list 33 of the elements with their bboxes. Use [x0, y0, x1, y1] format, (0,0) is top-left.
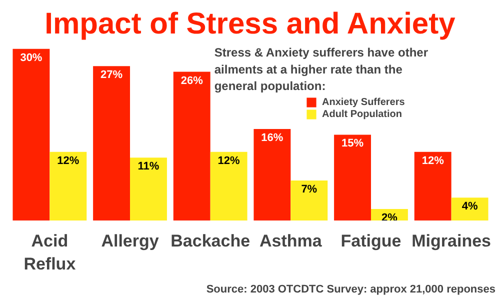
data-label: 16% — [261, 132, 284, 144]
data-label: 30% — [20, 52, 42, 64]
bar — [173, 72, 210, 220]
data-label: 27% — [100, 69, 123, 82]
data-label: 26% — [180, 74, 204, 87]
bar — [290, 180, 328, 220]
data-label: 15% — [342, 138, 364, 150]
data-label: 12% — [422, 154, 444, 167]
x-tick-label: Backache — [170, 232, 250, 250]
data-label: 4% — [462, 200, 478, 213]
legend-label: Adult Population — [322, 108, 402, 120]
x-tick-label: Fatigue — [340, 232, 402, 250]
bar — [12, 48, 50, 220]
text: Stress & Anxiety sufferers have other ailments at a higher rate than the general population: — [214, 46, 428, 94]
x-tick-label: Asthma — [259, 232, 322, 250]
bar — [451, 198, 488, 220]
bar — [414, 152, 452, 220]
legend-label: Anxiety Sufferers — [322, 96, 405, 108]
x-tick-label: Acid Reflux — [24, 232, 76, 274]
x-tick-label: Migraines — [412, 232, 491, 250]
source-note: Source: 2003 OTCDTC Survey: approx 21,000 reponses — [206, 284, 496, 296]
chart-title: Impact of Stress and Anxiety — [44, 8, 456, 40]
x-tick-label: Allergy — [101, 232, 160, 250]
bar — [50, 152, 87, 220]
bar — [254, 128, 291, 220]
bar — [334, 134, 371, 220]
data-label: 11% — [138, 160, 160, 173]
bar — [93, 66, 130, 220]
bar — [210, 152, 248, 220]
bar — [130, 158, 167, 220]
data-label: 7% — [301, 183, 318, 196]
data-label: 12% — [57, 154, 80, 167]
data-label: 12% — [218, 154, 240, 167]
